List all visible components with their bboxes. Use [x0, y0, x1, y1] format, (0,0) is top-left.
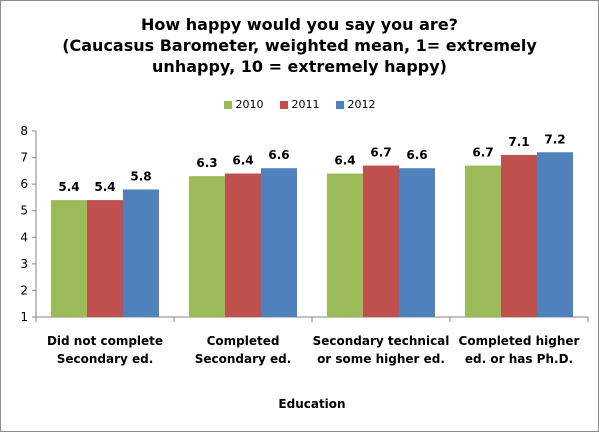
bar-2011-1	[225, 173, 261, 317]
legend-swatch-2010	[223, 100, 232, 109]
x-tick-label-0-1: Secondary ed.	[57, 352, 154, 366]
data-label-2011-2: 6.7	[370, 146, 391, 160]
x-tick-label-0-0: Did not complete	[47, 334, 163, 348]
y-tick-label-4: 5	[20, 204, 28, 218]
data-label-2012-2: 6.6	[406, 148, 427, 162]
bar-2012-0	[123, 189, 159, 317]
legend-swatch-2012	[335, 100, 344, 109]
chart-title-line-2: (Caucasus Barometer, weighted mean, 1= e…	[62, 36, 537, 55]
bar-2012-2	[399, 168, 435, 317]
x-tick-label-1-1: Secondary ed.	[195, 352, 292, 366]
bar-2010-1	[189, 176, 225, 317]
chart-title: How happy would you say you are? (Caucas…	[0, 14, 599, 77]
legend-label-2010: 2010	[235, 98, 264, 111]
x-tick-label-2-1: or some higher ed.	[317, 352, 445, 366]
data-label-2011-3: 7.1	[508, 135, 529, 149]
legend-label-2011: 2011	[291, 98, 320, 111]
bar-2011-0	[87, 200, 123, 317]
bar-2011-2	[363, 165, 399, 317]
legend-item-2012: 2012	[335, 98, 376, 111]
y-tick-label-3: 4	[20, 230, 28, 244]
bar-2011-3	[501, 154, 537, 317]
chart-legend: 2010 2011 2012	[0, 98, 599, 111]
x-tick-label-2-0: Secondary technical	[313, 334, 450, 348]
bar-2010-0	[51, 200, 87, 317]
chart-title-line-1: How happy would you say you are?	[141, 15, 458, 34]
legend-label-2012: 2012	[347, 98, 376, 111]
legend-swatch-2011	[279, 100, 288, 109]
bar-2012-1	[261, 168, 297, 317]
x-tick-label-3-0: Completed higher	[459, 334, 580, 348]
data-label-2011-1: 6.4	[232, 154, 253, 168]
data-label-2012-1: 6.6	[268, 148, 289, 162]
y-tick-label-0: 1	[20, 310, 28, 324]
y-tick-label-2: 3	[20, 257, 28, 271]
legend-item-2011: 2011	[279, 98, 320, 111]
x-axis-title: Education	[278, 397, 345, 411]
bar-2012-3	[537, 152, 573, 317]
x-tick-label-3-1: ed. or has Ph.D.	[465, 352, 573, 366]
y-tick-label-5: 6	[20, 177, 28, 191]
bar-2010-2	[327, 173, 363, 317]
y-tick-label-6: 7	[20, 151, 28, 165]
data-label-2010-1: 6.3	[196, 156, 217, 170]
data-label-2010-3: 6.7	[472, 146, 493, 160]
bar-2010-3	[465, 165, 501, 317]
data-label-2012-0: 5.8	[130, 169, 151, 183]
y-tick-label-7: 8	[20, 124, 28, 138]
data-label-2011-0: 5.4	[94, 180, 115, 194]
data-label-2010-2: 6.4	[334, 154, 355, 168]
y-tick-label-1: 2	[20, 283, 28, 297]
data-label-2012-3: 7.2	[544, 132, 565, 146]
x-tick-label-1-0: Completed	[207, 334, 280, 348]
chart-title-line-3: unhappy, 10 = extremely happy)	[152, 57, 447, 76]
data-label-2010-0: 5.4	[58, 180, 79, 194]
legend-item-2010: 2010	[223, 98, 264, 111]
